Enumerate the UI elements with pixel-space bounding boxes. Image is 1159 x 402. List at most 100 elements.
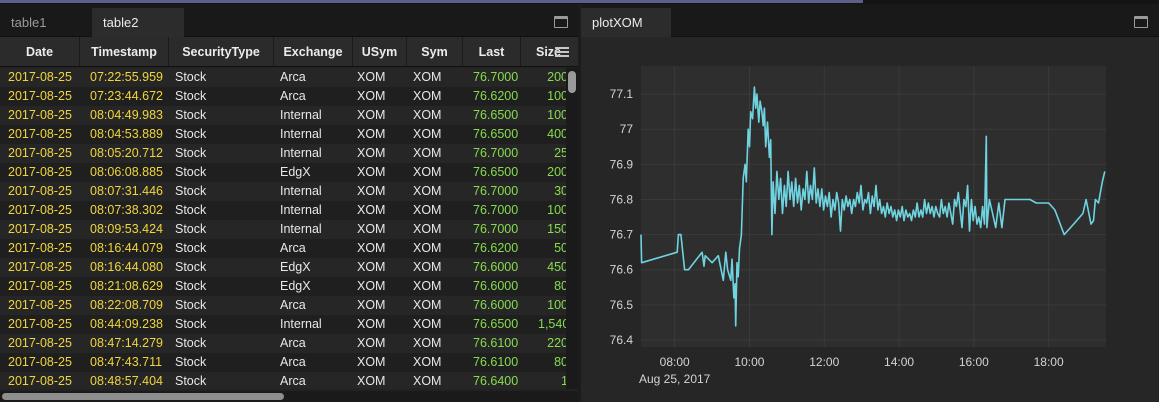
- cell-timestamp: 08:44:09.238: [90, 317, 163, 331]
- tab-plotxom[interactable]: plotXOM: [581, 8, 671, 37]
- cell-last: 76.7000: [473, 184, 519, 198]
- column-header-sym[interactable]: Sym: [407, 37, 463, 66]
- cell-date: 2017-08-25: [8, 260, 72, 274]
- table-row[interactable]: 2017-08-25 08:04:53.889 Stock Internal XOM XO…: [0, 125, 566, 144]
- table-row[interactable]: 2017-08-25 08:05:20.712 Stock Internal XOM XO…: [0, 144, 566, 163]
- column-header-exchange[interactable]: Exchange: [274, 37, 353, 66]
- cell-size: 200: [547, 165, 566, 179]
- cell-date: 2017-08-25: [8, 241, 72, 255]
- cell-size: 400: [547, 127, 566, 141]
- cell-date: 2017-08-25: [8, 89, 72, 103]
- x-tick-label: 10:00: [734, 355, 764, 369]
- column-header-date[interactable]: Date: [0, 37, 80, 66]
- cell-size: 200: [547, 70, 566, 84]
- cell-size: 25: [554, 146, 566, 160]
- column-header-last[interactable]: Last: [463, 37, 521, 66]
- cell-securitytype: Stock: [175, 127, 207, 141]
- vertical-scroll-thumb[interactable]: [568, 71, 576, 93]
- accent-bar: [0, 0, 863, 3]
- maximize-panel-icon[interactable]: [1134, 16, 1148, 28]
- cell-securitytype: Stock: [175, 89, 207, 103]
- table-row[interactable]: 2017-08-25 08:22:08.709 Stock Arca XOM XOM 76.…: [0, 296, 566, 315]
- cell-securitytype: Stock: [175, 165, 207, 179]
- table-row[interactable]: 2017-08-25 08:07:38.302 Stock Internal XOM XO…: [0, 201, 566, 220]
- cell-last: 76.6500: [473, 317, 519, 331]
- cell-timestamp: 08:07:31.446: [90, 184, 163, 198]
- column-header-usym[interactable]: USym: [353, 37, 407, 66]
- cell-exchange: Arca: [280, 355, 306, 369]
- cell-usym: XOM: [357, 127, 386, 141]
- horizontal-scroll-thumb[interactable]: [2, 393, 284, 400]
- plot-grid: [641, 66, 1106, 347]
- cell-sym: XOM: [413, 355, 442, 369]
- cell-exchange: Internal: [280, 222, 322, 236]
- table-row[interactable]: 2017-08-25 08:44:09.238 Stock Internal XOM XO…: [0, 315, 566, 334]
- cell-securitytype: Stock: [175, 374, 207, 388]
- column-header-securitytype[interactable]: SecurityType: [169, 37, 274, 66]
- cell-sym: XOM: [413, 203, 442, 217]
- cell-last: 76.7000: [473, 203, 519, 217]
- x-axis-date-label: Aug 25, 2017: [639, 372, 711, 386]
- cell-size: 100: [547, 108, 566, 122]
- column-header-size[interactable]: Size: [536, 45, 562, 59]
- cell-last: 76.7000: [473, 222, 519, 236]
- cell-usym: XOM: [357, 374, 386, 388]
- price-series-line: [640, 86, 1106, 327]
- table-panel: table1 table2 Date Timestamp SecurityTyp…: [0, 4, 578, 402]
- table-row[interactable]: 2017-08-25 08:09:53.424 Stock Internal XOM XO…: [0, 220, 566, 239]
- cell-timestamp: 08:09:53.424: [90, 222, 163, 236]
- maximize-panel-icon[interactable]: [554, 16, 568, 28]
- cell-timestamp: 08:16:44.079: [90, 241, 163, 255]
- cell-timestamp: 08:06:08.885: [90, 165, 163, 179]
- table-row[interactable]: 2017-08-25 08:06:08.885 Stock EdgX XOM XOM 76.…: [0, 163, 566, 182]
- horizontal-scrollbar[interactable]: [0, 391, 578, 402]
- price-line-chart[interactable]: 76.4 76.5 76.6 76.7 76.8 76.9 77 77.1 08:00 10:0…: [581, 37, 1159, 402]
- cell-exchange: Arca: [280, 70, 306, 84]
- table-row[interactable]: 2017-08-25 08:16:44.080 Stock EdgX XOM XOM 76.…: [0, 258, 566, 277]
- cell-size: 1,540: [538, 317, 566, 331]
- table-row[interactable]: 2017-08-25 08:48:57.404 Stock Arca XOM XOM 76.…: [0, 372, 566, 389]
- table-row[interactable]: 2017-08-25 08:47:14.279 Stock Arca XOM XOM 76.…: [0, 334, 566, 353]
- y-tick-label: 77.1: [610, 87, 634, 101]
- table-row[interactable]: 2017-08-25 07:22:55.959 Stock Arca XOM XOM 76.…: [0, 68, 566, 87]
- cell-date: 2017-08-25: [8, 203, 72, 217]
- table-menu-icon[interactable]: [555, 47, 569, 57]
- y-tick-label: 77: [620, 122, 634, 136]
- table-row[interactable]: 2017-08-25 08:07:31.446 Stock Internal XOM XO…: [0, 182, 566, 201]
- table-row[interactable]: 2017-08-25 08:04:49.983 Stock Internal XOM XO…: [0, 106, 566, 125]
- cell-securitytype: Stock: [175, 317, 207, 331]
- cell-date: 2017-08-25: [8, 70, 72, 84]
- cell-exchange: Arca: [280, 374, 306, 388]
- cell-last: 76.7000: [473, 146, 519, 160]
- cell-exchange: Internal: [280, 203, 322, 217]
- cell-size: 220: [547, 336, 566, 350]
- cell-usym: XOM: [357, 355, 386, 369]
- cell-securitytype: Stock: [175, 298, 207, 312]
- table-row[interactable]: 2017-08-25 08:21:08.629 Stock EdgX XOM XOM 76.…: [0, 277, 566, 296]
- vertical-scrollbar[interactable]: [566, 68, 578, 389]
- cell-sym: XOM: [413, 146, 442, 160]
- y-tick-label: 76.5: [610, 298, 634, 312]
- cell-timestamp: 08:47:43.711: [90, 355, 163, 369]
- tab-table1[interactable]: table1: [11, 15, 47, 30]
- cell-exchange: EdgX: [280, 165, 311, 179]
- table-row[interactable]: 2017-08-25 08:16:44.079 Stock Arca XOM XOM 76.…: [0, 239, 566, 258]
- cell-last: 76.6500: [473, 127, 519, 141]
- column-header-timestamp[interactable]: Timestamp: [80, 37, 169, 66]
- cell-size: 50: [554, 241, 566, 255]
- cell-exchange: Internal: [280, 317, 322, 331]
- cell-date: 2017-08-25: [8, 165, 72, 179]
- y-tick-label: 76.7: [610, 228, 634, 242]
- cell-timestamp: 08:16:44.080: [90, 260, 163, 274]
- table-row[interactable]: 2017-08-25 08:47:43.711 Stock Arca XOM XOM 76.…: [0, 353, 566, 372]
- cell-last: 76.6200: [473, 89, 519, 103]
- cell-sym: XOM: [413, 222, 442, 236]
- x-axis-ticks: 08:00 10:00 12:00 14:00 16:00 18:00: [660, 355, 1064, 369]
- cell-date: 2017-08-25: [8, 355, 72, 369]
- y-axis-ticks: 76.4 76.5 76.6 76.7 76.8 76.9 77 77.1: [610, 87, 634, 347]
- table-row[interactable]: 2017-08-25 07:23:44.672 Stock Arca XOM XOM 76.…: [0, 87, 566, 106]
- cell-usym: XOM: [357, 70, 386, 84]
- plot-panel: plotXOM 76.4 76.5 76.6 76.7 76.8 76.9 77 77.1 0…: [581, 4, 1159, 402]
- tab-table2[interactable]: table2: [92, 8, 184, 37]
- cell-date: 2017-08-25: [8, 146, 72, 160]
